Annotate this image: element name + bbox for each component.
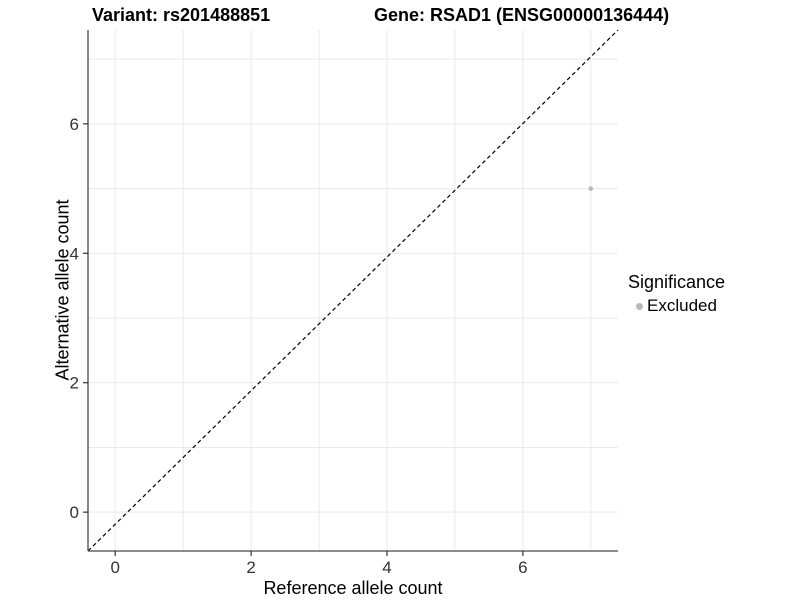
legend-key-dot [636,302,643,310]
y-axis-label: Alternative allele count [52,199,73,381]
y-tick-label: 6 [70,115,79,134]
plot-title-variant: Variant: rs201488851 [92,5,271,25]
x-axis-label: Reference allele count [263,578,443,598]
y-tick-label: 4 [70,244,79,263]
plot-title-gene: Gene: RSAD1 (ENSG00000136444) [374,5,670,25]
legend-entry: Excluded [628,296,793,316]
legend: Significance Excluded [628,272,793,316]
data-point [588,186,594,191]
x-tick-label: 4 [382,558,391,577]
y-tick-label: 0 [70,503,79,522]
x-tick-label: 2 [246,558,255,577]
legend-label: Excluded [647,296,717,315]
x-tick-label: 6 [518,558,527,577]
y-tick-label: 2 [70,374,79,393]
x-tick-label: 0 [110,558,119,577]
identity-line [87,29,619,552]
legend-title: Significance [628,272,726,292]
